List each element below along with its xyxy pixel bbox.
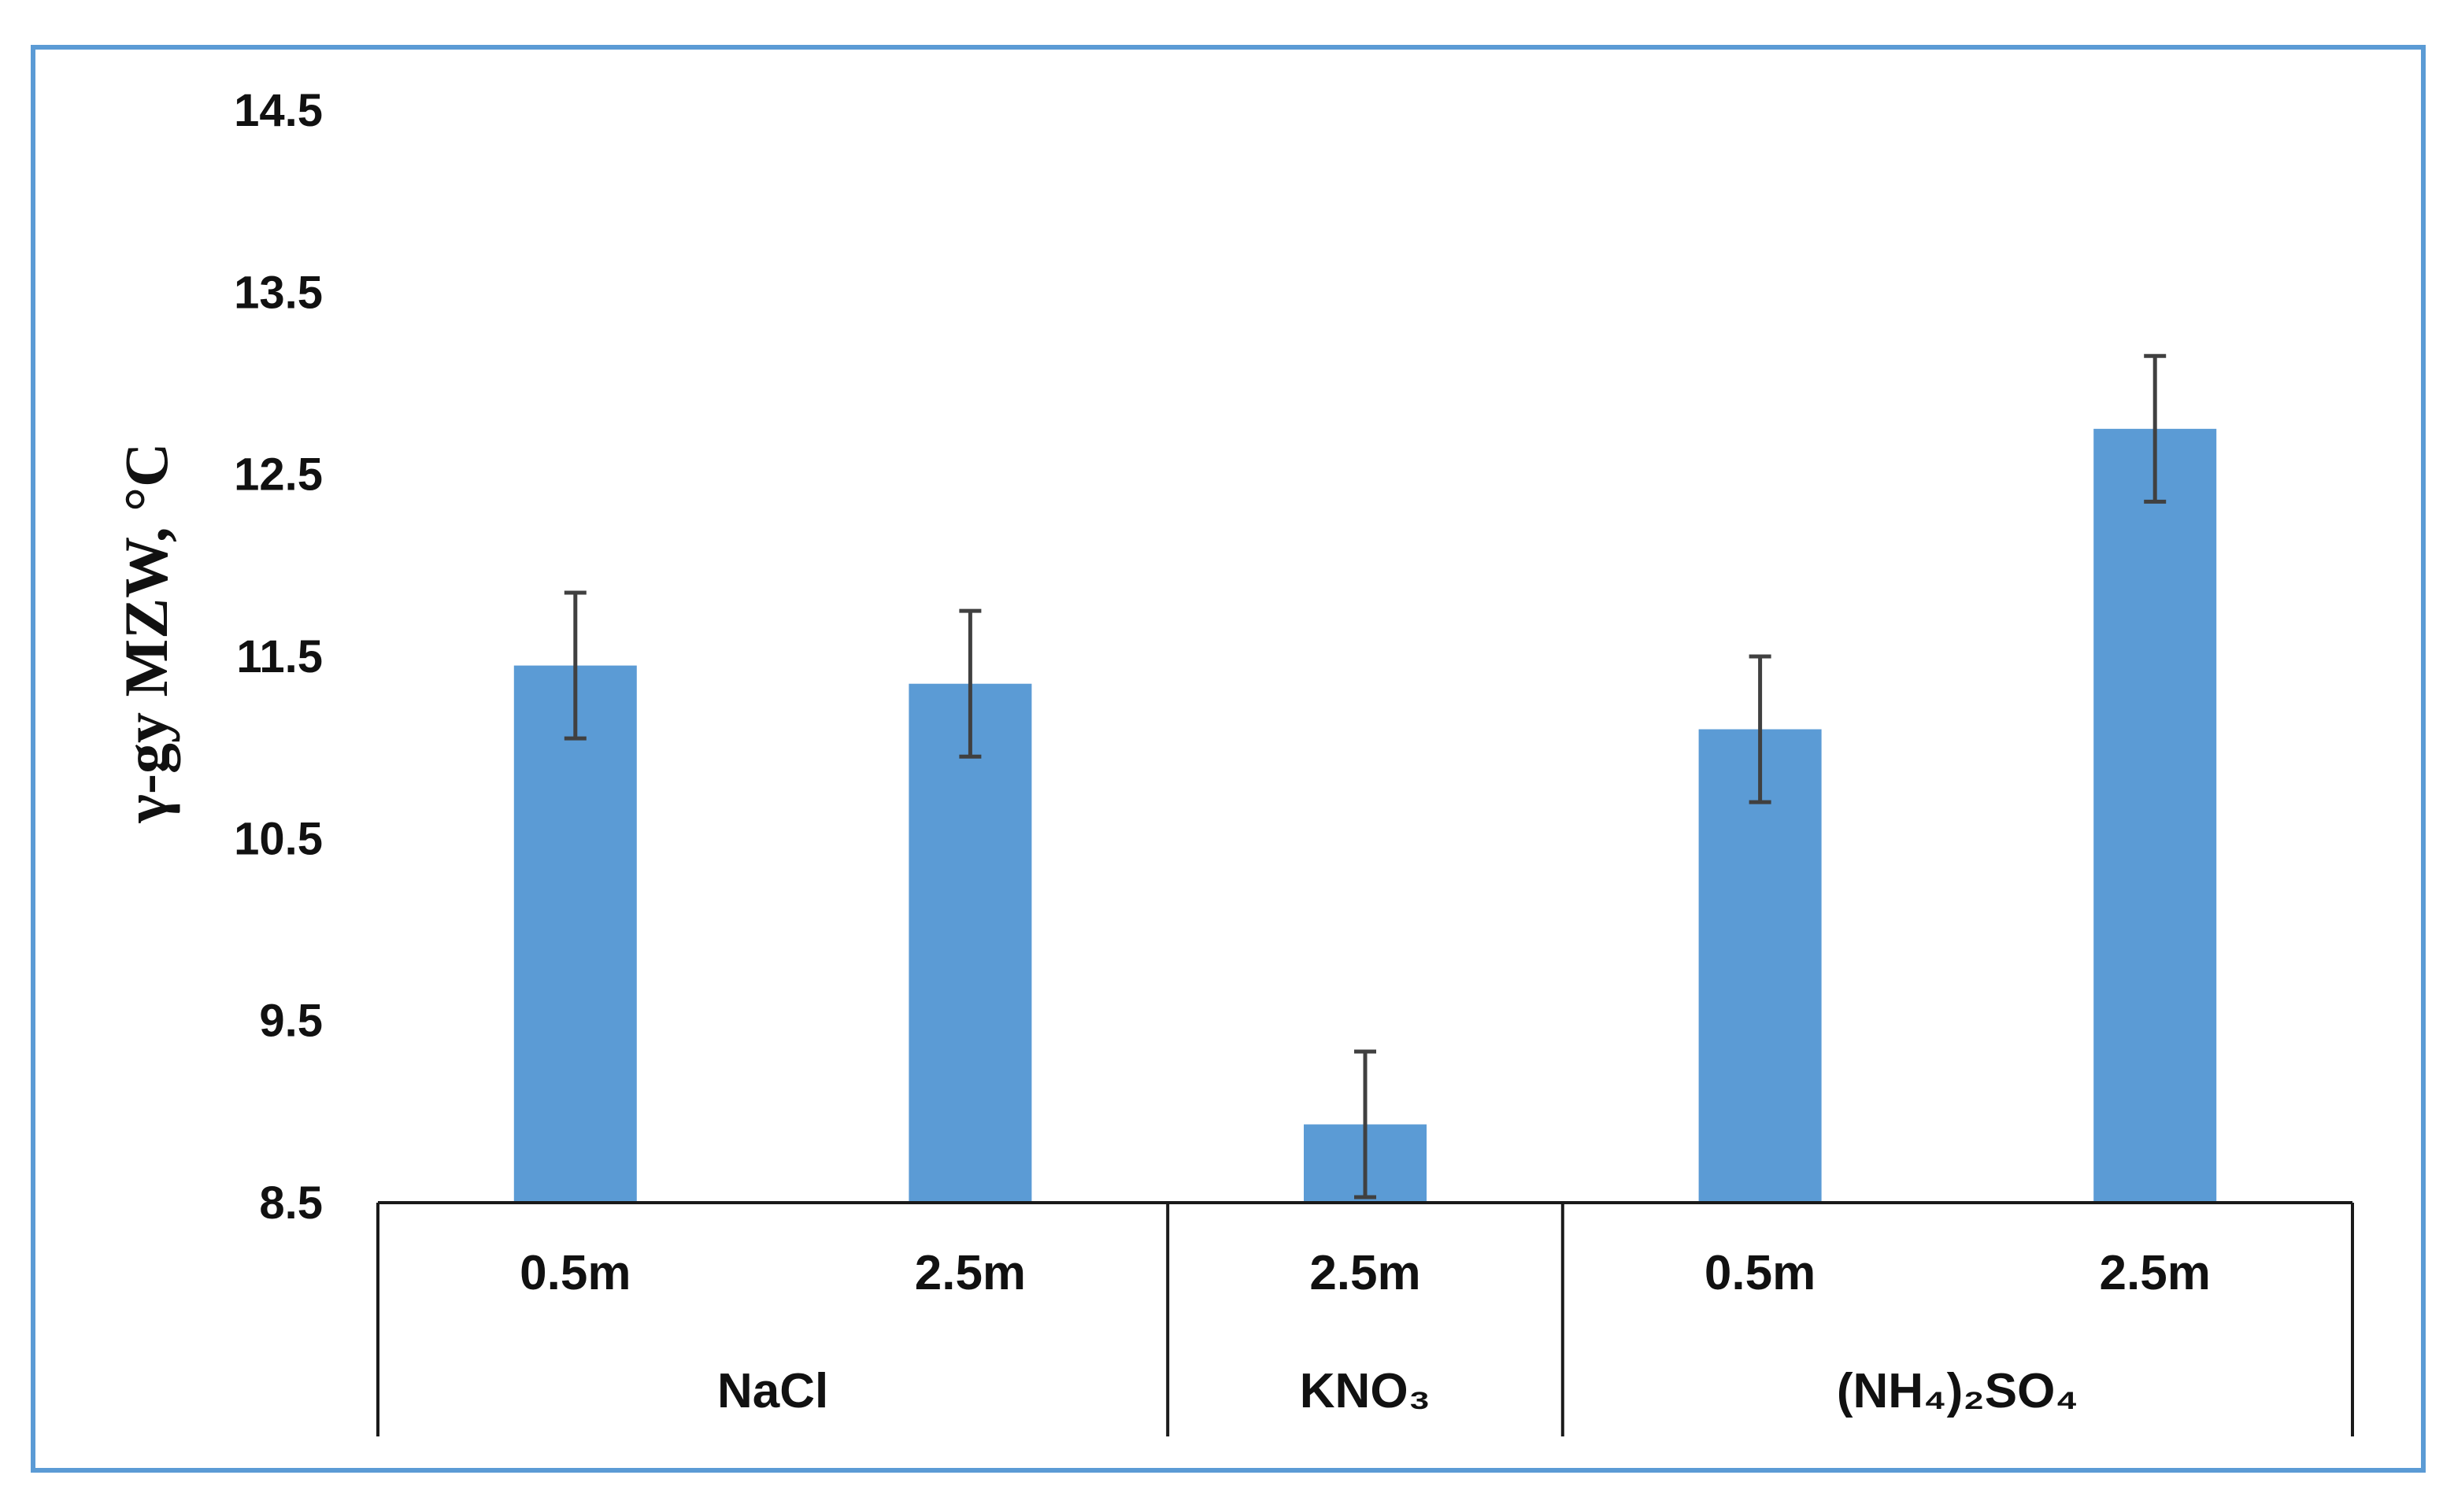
x-group-label: (NH₄)₂SO₄ xyxy=(1837,1364,2078,1418)
y-axis-ticks: 14.5 13.5 12.5 11.5 10.5 9.5 8.5 xyxy=(234,85,323,1229)
bar-5 xyxy=(2093,428,2217,1203)
y-tick-label: 14.5 xyxy=(234,85,323,136)
x-group-label: NaCl xyxy=(717,1364,828,1418)
y-axis-title: γ-gy MZW, °C xyxy=(112,443,180,824)
error-bar-4 xyxy=(1749,654,1771,804)
y-tick-label: 10.5 xyxy=(234,813,323,864)
x-category-label: 0.5m xyxy=(1705,1246,1816,1300)
bar-4 xyxy=(1698,729,1822,1203)
error-bar-1 xyxy=(564,590,587,741)
x-category-label: 2.5m xyxy=(2100,1246,2211,1300)
y-tick-label: 12.5 xyxy=(234,449,323,501)
y-tick-label: 13.5 xyxy=(234,267,323,318)
bar-2 xyxy=(909,683,1032,1203)
category-table: 0.5m 2.5m 2.5m 0.5m 2.5m NaCl KNO₃ (NH₄)₂SO₄ xyxy=(376,1201,2354,1436)
y-tick-label: 9.5 xyxy=(259,996,323,1047)
x-group-label: KNO₃ xyxy=(1300,1364,1431,1418)
x-category-label: 2.5m xyxy=(915,1246,1026,1300)
bar-1 xyxy=(513,665,637,1203)
bars xyxy=(513,428,2217,1203)
y-tick-label: 8.5 xyxy=(259,1177,323,1229)
figure-frame xyxy=(31,45,2426,1473)
y-tick-label: 11.5 xyxy=(236,631,323,682)
error-bar-5 xyxy=(2144,353,2167,504)
error-bar-2 xyxy=(959,608,982,759)
x-category-label: 2.5m xyxy=(1309,1246,1420,1300)
error-bars xyxy=(564,353,2167,1200)
error-bar-3 xyxy=(1354,1049,1376,1200)
x-category-label: 0.5m xyxy=(520,1246,631,1300)
